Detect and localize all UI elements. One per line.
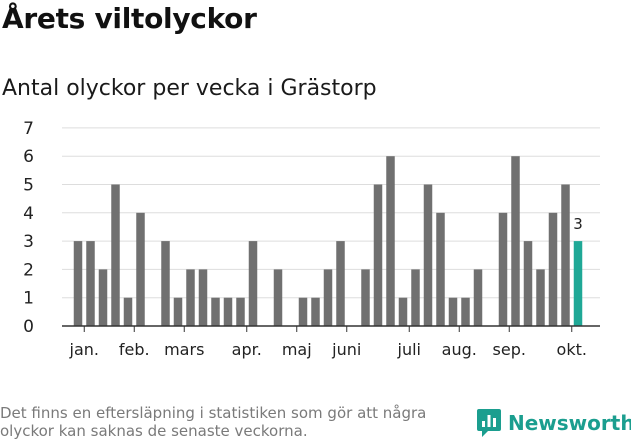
- x-tick-label: juni: [331, 340, 361, 359]
- bar: [311, 297, 320, 326]
- data-labels: 3: [573, 215, 583, 233]
- grid-lines: [62, 127, 600, 299]
- bar: [523, 241, 533, 326]
- brand-name: Newsworthy: [508, 411, 631, 435]
- bar: [386, 156, 395, 326]
- chart-title: Årets viltolyckor: [2, 2, 257, 35]
- y-tick-label: 1: [23, 289, 34, 309]
- y-tick-label: 4: [23, 204, 34, 224]
- x-tick-label: juli: [397, 340, 421, 359]
- x-tick-label: aug.: [442, 340, 477, 359]
- x-tick-label: sep.: [493, 340, 526, 359]
- bar: [423, 184, 433, 326]
- bar: [111, 184, 120, 326]
- x-tick-label: maj: [282, 340, 312, 359]
- bar: [173, 297, 183, 326]
- bar: [223, 297, 233, 326]
- bar: [123, 297, 133, 326]
- bar: [298, 297, 308, 326]
- bar: [448, 297, 458, 326]
- x-tick-label: feb.: [119, 340, 150, 359]
- bar: [398, 297, 408, 326]
- x-tick-label: jan.: [69, 340, 99, 359]
- bar: [561, 184, 570, 326]
- chart-subtitle: Antal olyckor per vecka i Grästorp: [2, 76, 377, 101]
- bar: [373, 184, 383, 326]
- bar: [498, 212, 508, 326]
- bar: [361, 269, 370, 326]
- bar: [73, 241, 83, 326]
- bar-highlight: [573, 241, 583, 326]
- bar: [548, 212, 558, 326]
- bar: [211, 297, 220, 326]
- bar: [86, 241, 95, 326]
- x-tick-label: apr.: [232, 340, 262, 359]
- y-tick-label: 0: [23, 317, 34, 337]
- bar-chart: 0 1 2 3 4 5 6 7 jan. feb. mars apr. maj juni juli aug.…: [23, 119, 600, 359]
- bar: [186, 269, 195, 326]
- bar: [336, 241, 345, 326]
- brand-logo: Newsworthy: [476, 408, 631, 438]
- bar: [473, 269, 483, 326]
- bar: [511, 156, 520, 326]
- y-tick-label: 3: [23, 232, 34, 252]
- bar: [198, 269, 208, 326]
- bar: [161, 241, 170, 326]
- bars: [73, 156, 583, 326]
- newsworthy-logo-icon: [477, 409, 501, 437]
- y-tick-label: 2: [23, 260, 34, 280]
- x-tick-label: okt.: [557, 340, 587, 359]
- bar: [436, 212, 445, 326]
- y-tick-label: 5: [23, 176, 34, 196]
- bar: [236, 297, 245, 326]
- data-label: 3: [573, 215, 583, 233]
- bar: [461, 297, 470, 326]
- bar: [323, 269, 333, 326]
- bar: [248, 241, 258, 326]
- bar: [411, 269, 420, 326]
- y-tick-label: 7: [23, 119, 34, 139]
- bar: [98, 269, 108, 326]
- bar: [273, 269, 283, 326]
- y-tick-label: 6: [23, 147, 34, 167]
- y-axis-tick-labels: 0 1 2 3 4 5 6 7: [23, 119, 34, 337]
- x-axis-tick-labels: jan. feb. mars apr. maj juni juli aug. sep. okt.: [69, 326, 587, 359]
- footnote: Det finns en eftersläpning i statistiken…: [0, 404, 427, 440]
- bar: [136, 212, 145, 326]
- bar: [536, 269, 545, 326]
- x-tick-label: mars: [164, 340, 204, 359]
